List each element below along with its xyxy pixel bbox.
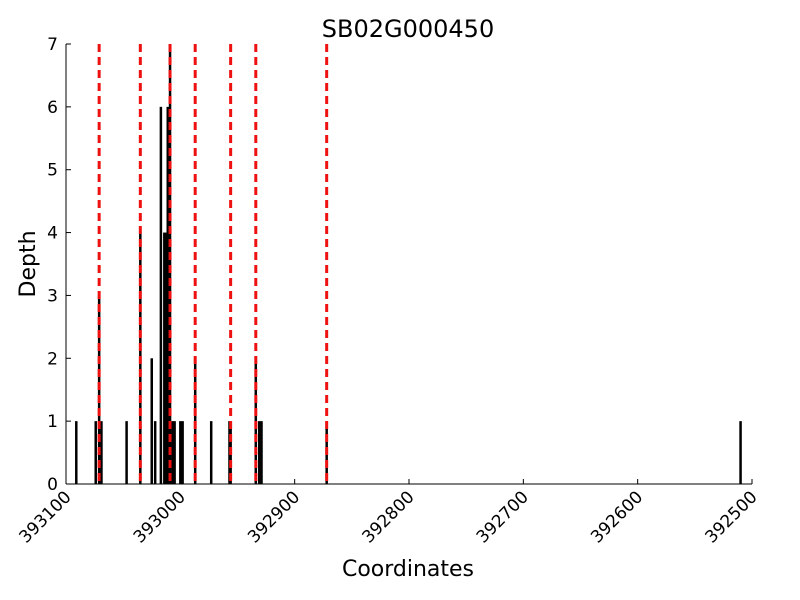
bar — [125, 421, 128, 484]
x-tick-label: 392700 — [473, 487, 533, 547]
x-tick-label: 392900 — [244, 487, 304, 547]
y-tick-label: 7 — [47, 35, 58, 55]
y-tick-label: 6 — [47, 98, 58, 118]
bar — [166, 106, 170, 484]
y-tick-label: 1 — [47, 412, 58, 432]
bar — [168, 44, 172, 484]
y-tick-label: 3 — [47, 286, 58, 306]
bar — [209, 421, 213, 484]
y-axis-label: Depth — [16, 230, 41, 297]
x-tick-label: 393100 — [15, 487, 75, 547]
bar — [257, 421, 261, 484]
y-tick-label: 5 — [47, 161, 58, 181]
y-tick-label: 2 — [47, 349, 58, 369]
bar — [150, 358, 153, 484]
bar — [179, 421, 182, 484]
x-tick-label: 392800 — [358, 487, 418, 547]
bar — [260, 421, 263, 484]
bar — [75, 421, 78, 484]
bar — [153, 421, 157, 484]
bar — [739, 421, 742, 484]
x-tick-label: 393000 — [130, 487, 190, 547]
x-tick-label: 392500 — [701, 487, 761, 547]
x-axis-label: Coordinates — [342, 557, 474, 582]
bar — [173, 421, 176, 484]
x-tick-label: 392600 — [587, 487, 647, 547]
bar — [164, 232, 167, 484]
bar — [171, 421, 174, 484]
y-tick-label: 4 — [47, 224, 58, 244]
bar — [181, 421, 184, 484]
y-tick-label: 0 — [47, 475, 58, 495]
bar — [94, 421, 97, 484]
bar — [100, 421, 103, 484]
bar — [159, 106, 163, 484]
chart-title: SB02G000450 — [322, 15, 494, 43]
